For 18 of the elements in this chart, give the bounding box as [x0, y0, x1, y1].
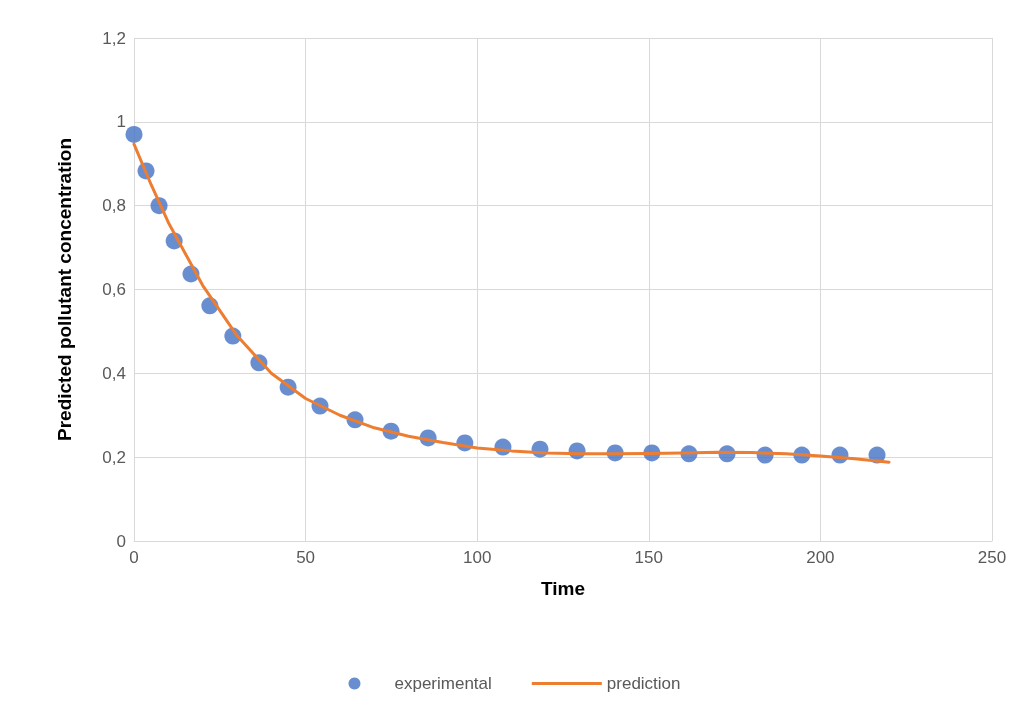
y-tick-label: 1,2	[102, 28, 126, 48]
y-tick-label: 0,8	[102, 196, 126, 216]
legend-label: prediction	[606, 674, 681, 693]
y-tick-label: 0,4	[102, 363, 126, 383]
x-tick-label: 50	[296, 548, 316, 567]
point	[125, 125, 143, 143]
x-axis-title: Time	[540, 578, 586, 599]
x-tick-label: 0	[129, 548, 139, 567]
x-tick-label: 100	[463, 548, 492, 567]
y-tick-label: 0,6	[102, 280, 126, 299]
y-tick-label: 0	[116, 531, 126, 551]
y-tick-label: 0,2	[102, 447, 126, 467]
x-tick-label: 200	[806, 548, 835, 567]
legend-label: experimental	[394, 674, 492, 693]
x-tick-label: 150	[634, 548, 663, 567]
y-tick-label: 1	[116, 112, 126, 132]
x-tick-label: 250	[977, 548, 1007, 567]
y-axis-title: Predicted pollutant concentration	[54, 138, 75, 441]
